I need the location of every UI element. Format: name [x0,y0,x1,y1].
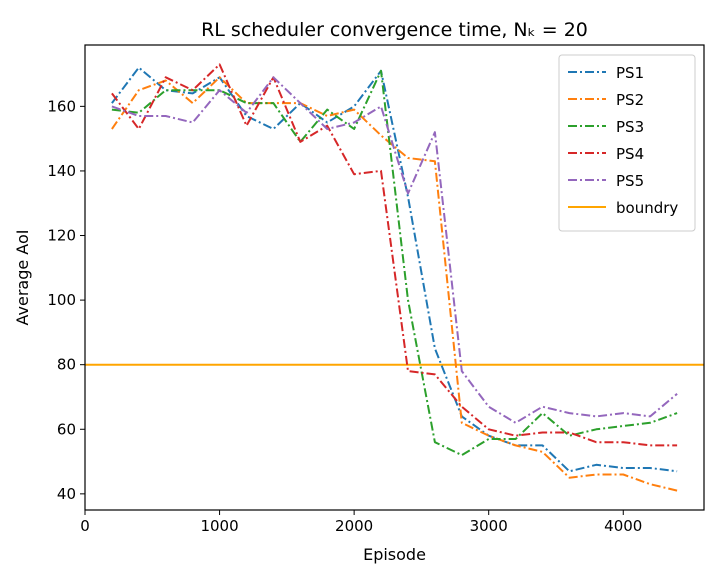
series-line-ps3 [111,69,678,457]
legend: PS1 PS2 PS3 PS4 PS5 boundry [558,54,696,232]
x-tick-label: 1000 [200,517,238,535]
y-tick-label: 120 [47,227,76,245]
legend-label: boundry [616,199,678,217]
y-tick-label: 160 [47,97,76,115]
y-tick-label: 100 [47,291,76,309]
y-tick-label: 60 [57,420,76,438]
x-tick-label: 0 [80,517,90,535]
series-line-ps5 [111,76,678,424]
legend-label: PS3 [616,118,644,136]
legend-label: PS1 [616,64,644,82]
chart-title: RL scheduler convergence time, Nₖ = 20 [201,19,588,41]
series-line-ps1 [111,66,678,473]
x-axis-ticks: 0 1000 2000 3000 4000 [80,510,642,535]
x-tick-label: 3000 [470,517,508,535]
y-axis-ticks: 40 60 80 100 120 140 160 [47,97,85,503]
legend-label: PS2 [616,91,644,109]
y-axis-label: Average AoI [13,230,32,326]
y-tick-label: 40 [57,485,76,503]
x-axis-label: Episode [363,545,426,564]
legend-label: PS4 [616,145,644,163]
y-tick-label: 140 [47,162,76,180]
series-layer [85,63,704,492]
x-tick-label: 4000 [604,517,642,535]
x-tick-label: 2000 [335,517,373,535]
y-tick-label: 80 [57,356,76,374]
plot-frame [84,44,705,511]
legend-label: PS5 [616,172,644,190]
